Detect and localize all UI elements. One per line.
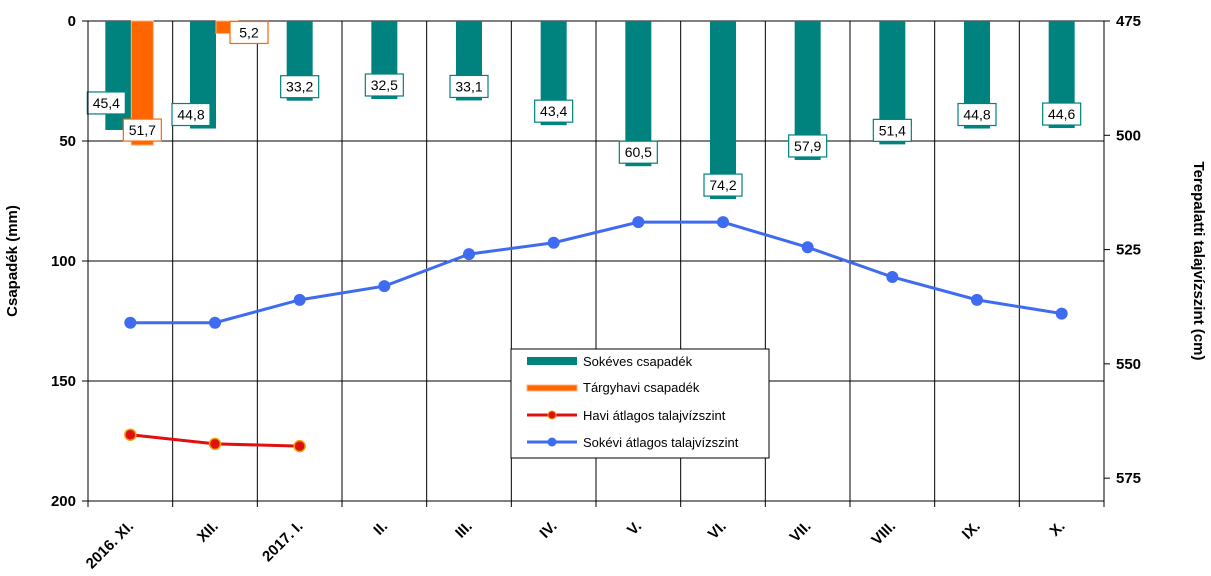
data-label-sokeves: 33,2 [286,79,313,95]
point-sokevi [548,237,560,249]
y2-tick-label: 475 [1116,13,1141,30]
y-tick-label: 0 [68,13,76,30]
y-tick-label: 200 [51,493,76,510]
point-sokevi [378,280,390,292]
point-sokevi [632,216,644,228]
y2-tick-label: 550 [1116,356,1141,373]
y-tick-label: 150 [51,373,76,390]
data-label-sokeves: 74,2 [709,177,736,193]
point-sokevi [886,271,898,283]
x-tick-label: II. [370,518,391,539]
point-sokevi [209,317,221,329]
x-tick-label: 2017. I. [259,518,306,565]
y2-tick-label: 575 [1116,470,1141,487]
x-tick-label: X. [1046,518,1068,540]
point-sokevi [1056,308,1068,320]
x-tick-label: III. [452,518,476,542]
legend: Sokéves csapadék Tárgyhavi csapadék Havi… [511,349,769,458]
y-tick-label: 100 [51,253,76,270]
point-havi [125,429,136,440]
data-label-sokeves: 44,6 [1048,106,1075,122]
legend-label-sokevi: Sokévi átlagos talajvízszint [583,435,739,450]
data-label-sokeves: 33,1 [455,78,482,94]
x-tick-label: VII. [787,518,815,546]
x-tick-label: VI. [705,518,730,543]
data-label-sokeves: 32,5 [371,77,398,93]
bar-sokeves [710,21,736,199]
point-sokevi [124,317,136,329]
data-label-sokeves: 60,5 [625,144,652,160]
y2-tick-label: 500 [1116,127,1141,144]
legend-label-havi: Havi átlagos talajvízszint [583,408,726,423]
x-tick-label: 2016. XI. [83,518,137,572]
legend-swatch-targyhavi [527,385,577,391]
point-sokevi [971,294,983,306]
data-label-sokeves: 44,8 [177,107,204,123]
data-labels: 45,4 44,8 33,2 32,5 33,1 43,4 60,5 74,2 57,9 51,4… [87,21,1080,196]
point-sokevi [463,248,475,260]
legend-swatch-sokeves [527,357,577,365]
point-sokevi [717,216,729,228]
data-label-sokeves: 45,4 [93,95,120,111]
x-tick-label: IX. [959,518,984,543]
y2-tick-label: 525 [1116,242,1141,259]
x-tick-label: IV. [536,518,560,542]
point-havi [210,438,221,449]
point-sokevi [294,294,306,306]
x-tick-label: VIII. [868,518,899,549]
data-label-targyhavi: 51,7 [129,122,156,138]
legend-marker-sokevi [548,438,557,447]
data-label-sokeves: 51,4 [879,122,906,138]
y2-axis-label: Terepalatti talajvízszint (cm) [1190,162,1207,361]
data-label-sokeves: 57,9 [794,138,821,154]
legend-label-targyhavi: Tárgyhavi csapadék [583,380,700,395]
data-label-targyhavi: 5,2 [239,24,259,40]
bars [105,21,1074,199]
x-tick-label: XII. [194,518,222,546]
point-havi [294,441,305,452]
data-label-sokeves: 43,4 [540,103,567,119]
y-tick-label: 50 [59,133,76,150]
data-label-sokeves: 44,8 [963,107,990,123]
legend-marker-havi [548,411,556,419]
x-tick-label: V. [624,518,645,539]
point-sokevi [802,241,814,253]
y-axis-label: Csapadék (mm) [4,205,21,317]
legend-label-sokeves: Sokéves csapadék [583,354,693,369]
